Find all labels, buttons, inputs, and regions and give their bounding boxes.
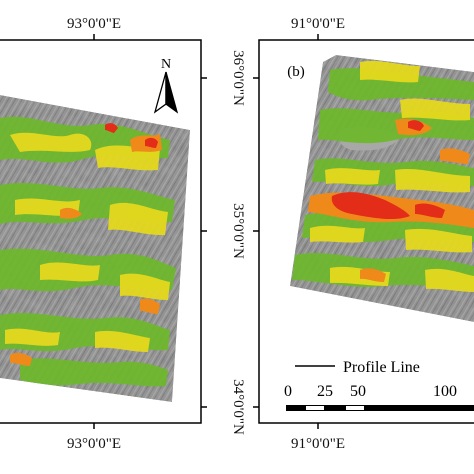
latitude-36-label: 36°0'0"N (230, 50, 246, 106)
right-bottom-longitude: 91°0'0"E (291, 436, 345, 452)
left-panel: N 93°0'0"E 93°0'0"E (0, 16, 207, 452)
scale-tick-0: 0 (284, 383, 292, 400)
scale-bar: 0 25 50 100 (284, 383, 474, 411)
right-top-longitude: 91°0'0"E (291, 16, 345, 32)
right-panel: (b) Profile Line 0 25 50 100 91°0'0"E 91… (253, 16, 474, 452)
scale-tick-100: 100 (433, 383, 457, 400)
right-raster (290, 55, 474, 322)
latitude-35-label: 35°0'0"N (230, 203, 246, 259)
north-arrow-label: N (161, 57, 171, 72)
left-raster (0, 95, 190, 402)
profile-line-legend: Profile Line (295, 359, 420, 376)
left-bottom-longitude: 93°0'0"E (67, 436, 121, 452)
scale-tick-50: 50 (350, 383, 366, 400)
scale-tick-25: 25 (317, 383, 333, 400)
north-arrow-icon: N (153, 57, 179, 114)
profile-line-label: Profile Line (343, 359, 420, 376)
latitude-34-label: 34°0'0"N (230, 379, 246, 435)
left-top-longitude: 93°0'0"E (67, 16, 121, 32)
panel-label-b: (b) (287, 64, 305, 80)
